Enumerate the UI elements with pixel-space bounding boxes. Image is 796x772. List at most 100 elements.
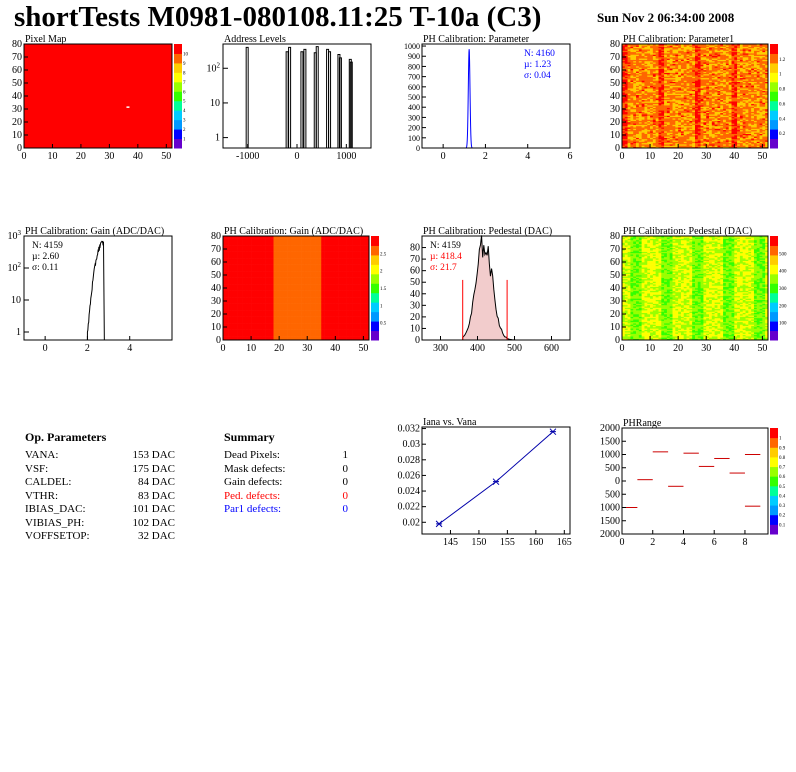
heatmap-cell (666, 50, 671, 53)
heatmap-cell (658, 131, 662, 133)
heatmap-cell (633, 97, 637, 99)
heatmap-cell (636, 120, 640, 123)
heatmap-cell (678, 141, 682, 144)
heatmap-cell (672, 131, 676, 133)
heatmap-cell (641, 92, 645, 94)
heatmap-cell (630, 92, 634, 94)
heatmap-cell (658, 50, 662, 53)
y-tick-label: 200 (408, 124, 420, 133)
heatmap-cell (638, 112, 642, 115)
heatmap-cell (666, 51, 671, 54)
heatmap-cell (680, 55, 685, 58)
heatmap-cell (630, 101, 634, 103)
heatmap-cell (622, 83, 626, 85)
heatmap-cell (633, 111, 637, 114)
heatmap-cell (664, 145, 668, 147)
histogram-peak (338, 57, 342, 148)
heatmap-cell (624, 136, 628, 138)
heatmap-cell (675, 96, 679, 98)
y-tick-label: 0 (615, 143, 620, 154)
heatmap-cell (658, 63, 662, 66)
heatmap-cell (650, 90, 654, 93)
heatmap-cell (622, 60, 626, 63)
heatmap-cell (680, 114, 685, 116)
heatmap-cell (627, 123, 631, 125)
heatmap-cell (678, 99, 682, 102)
heatmap-cell (644, 142, 648, 145)
heatmap-cell (636, 98, 640, 101)
heatmap-cell (661, 141, 665, 144)
heatmap-cell (638, 135, 642, 137)
heatmap-cell (650, 102, 654, 105)
heatmap-cell (633, 133, 637, 136)
heatmap-cell (622, 111, 626, 114)
heatmap-cell (666, 84, 671, 86)
heatmap-cell (650, 120, 654, 123)
heatmap-cell (622, 77, 626, 80)
heatmap-cell (647, 66, 651, 68)
heatmap-cell (647, 98, 651, 101)
heatmap-cell (683, 142, 687, 145)
heatmap-cell (664, 129, 668, 132)
heatmap-cell (638, 115, 642, 118)
heatmap-cell (652, 141, 656, 144)
heatmap-cell (672, 62, 676, 64)
colorbar-cell (770, 44, 778, 54)
heatmap-cell (675, 111, 679, 114)
heatmap-cell (636, 45, 640, 47)
heatmap-cell (669, 54, 673, 56)
colorbar-label: 8 (183, 71, 186, 76)
heatmap-cell (652, 81, 656, 84)
heatmap-cell (680, 84, 685, 86)
heatmap-cell (636, 131, 640, 133)
heatmap-cell (680, 63, 685, 66)
heatmap-cell (672, 80, 676, 82)
heatmap-cell (680, 103, 685, 106)
heatmap-cell (633, 79, 637, 81)
heatmap-cell (633, 49, 637, 51)
heatmap-cell (624, 46, 628, 49)
heatmap-cell (647, 115, 651, 118)
chart-title: Address Levels (224, 34, 286, 45)
heatmap-cell (666, 55, 671, 58)
heatmap-cell (644, 99, 648, 102)
heatmap-cell (669, 63, 673, 66)
heatmap-cell (658, 67, 662, 69)
heatmap-cell (650, 127, 654, 129)
histogram-peak (300, 51, 304, 148)
heatmap-cell (672, 99, 676, 102)
heatmap-cell (644, 114, 648, 116)
heatmap-cell (658, 75, 662, 77)
heatmap-cell (669, 79, 673, 81)
heatmap-cell (647, 59, 651, 62)
heatmap-cell (652, 102, 656, 105)
heatmap-cell (647, 49, 651, 51)
heatmap-cell (633, 144, 637, 146)
x-tick-label: 20 (673, 151, 683, 162)
heatmap-cell (652, 129, 656, 132)
heatmap-cell (661, 84, 665, 86)
heatmap-cell (669, 119, 673, 121)
heatmap-cell (647, 47, 651, 50)
heatmap-cell (661, 98, 665, 101)
heatmap-cell (650, 112, 654, 115)
heatmap-cell (647, 57, 651, 59)
heatmap-cell (672, 102, 676, 105)
heatmap-cell (650, 71, 654, 73)
heatmap-cell (678, 138, 682, 141)
heatmap-cell (675, 86, 679, 89)
heatmap-cell (630, 114, 634, 116)
heatmap-cell (675, 133, 679, 136)
heatmap-cell (675, 119, 679, 121)
heatmap-cell (652, 50, 656, 53)
heatmap-cell (630, 129, 634, 132)
heatmap-cell (661, 137, 665, 140)
heatmap-cell (661, 145, 665, 147)
heatmap-cell (624, 105, 628, 107)
heatmap-cell (630, 86, 634, 89)
heatmap-cell (627, 68, 631, 71)
heatmap-cell (678, 131, 682, 133)
y-tick-label: 0 (416, 144, 420, 153)
heatmap-cell (624, 102, 628, 105)
colorbar-label: 1 (183, 138, 186, 143)
